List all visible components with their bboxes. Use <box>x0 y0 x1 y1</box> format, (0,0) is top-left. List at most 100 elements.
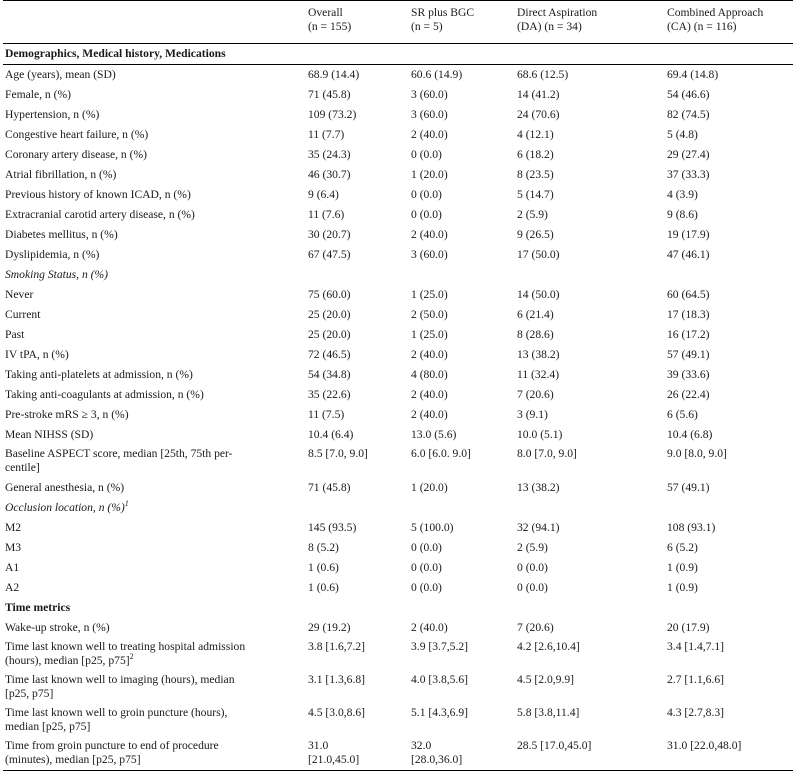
cell-value: 14 (50.0) <box>515 285 665 305</box>
cell-value: 2 (40.0) <box>409 345 515 365</box>
cell-value: 10.0 (5.1) <box>515 425 665 445</box>
table-row: A1 1 (0.6) 0 (0.0) 0 (0.0) 1 (0.9) <box>3 558 793 578</box>
cell-value: 24 (70.6) <box>515 105 665 125</box>
cell-value: 1 (0.6) <box>306 558 409 578</box>
table-row: Dyslipidemia, n (%) 67 (47.5) 3 (60.0) 17 (… <box>3 245 793 265</box>
cell-value: 2 (5.9) <box>515 538 665 558</box>
cell-value-text: 2 (40.0) <box>411 348 448 361</box>
cell-value: 60.6 (14.9) <box>409 65 515 86</box>
cell-value-text: 3.9 [3.7,5.2] <box>411 640 468 653</box>
cell-value-text: 71 (45.8) <box>308 481 351 494</box>
cell-value: 6 (21.4) <box>515 305 665 325</box>
column-header-line2: (DA) (n = 34) <box>517 20 582 33</box>
cell-value-text: 68.6 (12.5) <box>517 68 569 81</box>
cell-value: 5.8 [3.8,11.4] <box>515 704 665 737</box>
cell-value-text: 0 (0.0) <box>411 148 442 161</box>
cell-value-text: 2 (40.0) <box>411 128 448 141</box>
cell-value: 0 (0.0) <box>515 558 665 578</box>
cell-value: 2 (40.0) <box>409 405 515 425</box>
cell-value: 13.0 (5.6) <box>409 425 515 445</box>
cell-value-text: 3.4 [1.4,7.1] <box>667 640 724 653</box>
row-label-text-continued: centile] <box>5 461 40 474</box>
cell-value-text: 9 (6.4) <box>308 188 339 201</box>
cell-value: 30 (20.7) <box>306 225 409 245</box>
cell-value <box>306 598 409 618</box>
cell-value-text: 72 (46.5) <box>308 348 351 361</box>
header-row: Overall (n = 155) SR plus BGC (n = 5) Direct… <box>3 0 793 44</box>
table-row: Age (years), mean (SD) 68.9 (14.4) 60.6 (1… <box>3 65 793 86</box>
row-label: Past <box>3 325 306 345</box>
cell-value: 145 (93.5) <box>306 518 409 538</box>
cell-value-text: 2 (40.0) <box>411 228 448 241</box>
cell-value-text: 19 (17.9) <box>667 228 710 241</box>
cell-value-text: 35 (22.6) <box>308 388 351 401</box>
cell-value: 7 (20.6) <box>515 385 665 405</box>
cell-value: 1 (0.9) <box>665 578 793 598</box>
cell-value <box>306 43 409 65</box>
table-row: Atrial fibrillation, n (%) 46 (30.7) 1 (20… <box>3 165 793 185</box>
row-label: IV tPA, n (%) <box>3 345 306 365</box>
cell-value: 0 (0.0) <box>409 578 515 598</box>
row-label: Mean NIHSS (SD) <box>3 425 306 445</box>
cell-value: 8 (28.6) <box>515 325 665 345</box>
column-header-line2: (n = 5) <box>411 20 443 33</box>
row-label-text: Hypertension, n (%) <box>5 108 100 121</box>
row-label-text: Previous history of known ICAD, n (%) <box>5 188 191 201</box>
row-label-text: Demographics, Medical history, Medicatio… <box>5 47 226 60</box>
cell-value: 32 (94.1) <box>515 518 665 538</box>
cell-value-text: 25 (20.0) <box>308 328 351 341</box>
cell-value: 32.0 [28.0,36.0] <box>409 737 515 771</box>
footnote-marker: 1 <box>124 499 129 509</box>
cell-value <box>409 265 515 285</box>
row-label-text: A2 <box>5 581 20 594</box>
cell-value-text: 4.5 [2.0,9.9] <box>517 673 574 686</box>
cell-value: 57 (49.1) <box>665 478 793 498</box>
cell-value: 108 (93.1) <box>665 518 793 538</box>
row-label: Coronary artery disease, n (%) <box>3 145 306 165</box>
cell-value: 4 (80.0) <box>409 365 515 385</box>
cell-value: 5 (4.8) <box>665 125 793 145</box>
row-label: A1 <box>3 558 306 578</box>
table-row: Diabetes mellitus, n (%) 30 (20.7) 2 (40.0… <box>3 225 793 245</box>
cell-value-text: 9 (26.5) <box>517 228 554 241</box>
cell-value: 0 (0.0) <box>409 185 515 205</box>
row-label-text: Never <box>5 288 34 301</box>
cell-value-text: 68.9 (14.4) <box>308 68 360 81</box>
cell-value: 3.4 [1.4,7.1] <box>665 638 793 671</box>
table-row: A2 1 (0.6) 0 (0.0) 0 (0.0) 1 (0.9) <box>3 578 793 598</box>
cell-value-text: 4.5 [3.0,8.6] <box>308 706 365 719</box>
cell-value-text: 3 (60.0) <box>411 88 448 101</box>
cell-value <box>515 498 665 518</box>
cell-value: 9 (8.6) <box>665 205 793 225</box>
table-body: Demographics, Medical history, Medicatio… <box>3 43 793 771</box>
cell-value-text: 11 (7.6) <box>308 208 345 221</box>
table-row: General anesthesia, n (%) 71 (45.8) 1 (20.… <box>3 478 793 498</box>
cell-value-text: 14 (41.2) <box>517 88 560 101</box>
cell-value: 0 (0.0) <box>409 538 515 558</box>
row-label-text-continued: (hours), median [p25, p75] <box>5 654 130 667</box>
row-label: Extracranial carotid artery disease, n (… <box>3 205 306 225</box>
row-label-text-continued: [p25, p75] <box>5 687 54 700</box>
cell-value: 2.7 [1.1,6.6] <box>665 671 793 704</box>
row-label: Taking anti-platelets at admission, n (%… <box>3 365 306 385</box>
cell-value: 109 (73.2) <box>306 105 409 125</box>
row-label-text: Time last known well to imaging (hours),… <box>5 673 235 686</box>
cell-value-text: 11 (7.7) <box>308 128 345 141</box>
cell-value-text: 109 (73.2) <box>308 108 357 121</box>
table-row: Wake-up stroke, n (%) 29 (19.2) 2 (40.0) 7 … <box>3 618 793 638</box>
cell-value-text: 5.1 [4.3,6.9] <box>411 706 468 719</box>
table-row: Time from groin puncture to end of proce… <box>3 737 793 771</box>
cell-value-text: 145 (93.5) <box>308 521 357 534</box>
row-label-text: Female, n (%) <box>5 88 71 101</box>
cell-value <box>515 265 665 285</box>
row-label-text: Wake-up stroke, n (%) <box>5 621 110 634</box>
row-label: Congestive heart failure, n (%) <box>3 125 306 145</box>
cell-value: 3 (60.0) <box>409 105 515 125</box>
cell-value-text: 31.0 [22.0,48.0] <box>667 739 742 752</box>
table-row: Smoking Status, n (%) <box>3 265 793 285</box>
cell-value-text: 2 (5.9) <box>517 541 548 554</box>
row-label: Dyslipidemia, n (%) <box>3 245 306 265</box>
row-label-text: IV tPA, n (%) <box>5 348 69 361</box>
cell-value: 6 (5.6) <box>665 405 793 425</box>
cell-value: 31.0 [21.0,45.0] <box>306 737 409 771</box>
